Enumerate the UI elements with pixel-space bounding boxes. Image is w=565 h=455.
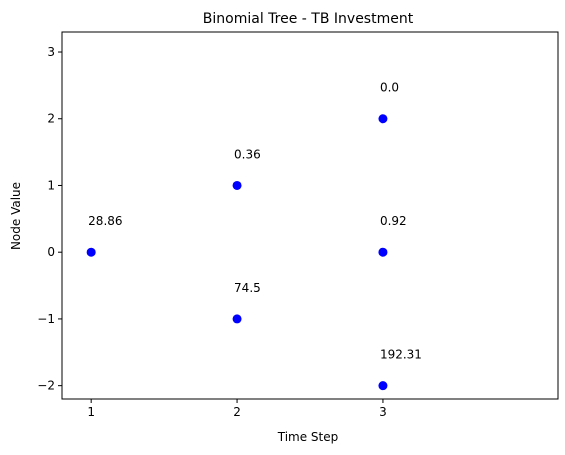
data-label: 192.31 [380, 348, 422, 362]
data-label: 0.0 [380, 81, 399, 95]
data-point [232, 180, 242, 190]
y-tick-label: 1 [47, 178, 55, 192]
y-tick-label: 2 [47, 112, 55, 126]
point-labels: 28.86 0.36 74.5 0.0 0.92 192.31 [88, 81, 422, 362]
data-point [378, 381, 388, 391]
y-tick-label: 0 [47, 245, 55, 259]
x-tick-label: 3 [379, 405, 387, 419]
y-tick-label: −2 [37, 379, 55, 393]
data-label: 0.92 [380, 214, 407, 228]
x-axis-ticks: 1 2 3 [87, 399, 387, 419]
data-label: 0.36 [234, 147, 261, 161]
x-tick-label: 1 [87, 405, 95, 419]
x-tick-label: 2 [233, 405, 241, 419]
data-label: 28.86 [88, 214, 122, 228]
data-point [378, 247, 388, 257]
x-axis-label: Time Step [277, 430, 339, 444]
chart-title: Binomial Tree - TB Investment [203, 11, 414, 27]
y-tick-label: 3 [47, 45, 55, 59]
data-label: 74.5 [234, 281, 261, 295]
data-point [86, 247, 96, 257]
data-point [232, 314, 242, 324]
plot-area [61, 31, 559, 400]
y-tick-label: −1 [37, 312, 55, 326]
y-axis-label: Node Value [9, 182, 23, 250]
data-points [86, 114, 388, 391]
y-axis-ticks: −2 −1 0 1 2 3 [37, 45, 62, 393]
data-point [378, 114, 388, 124]
